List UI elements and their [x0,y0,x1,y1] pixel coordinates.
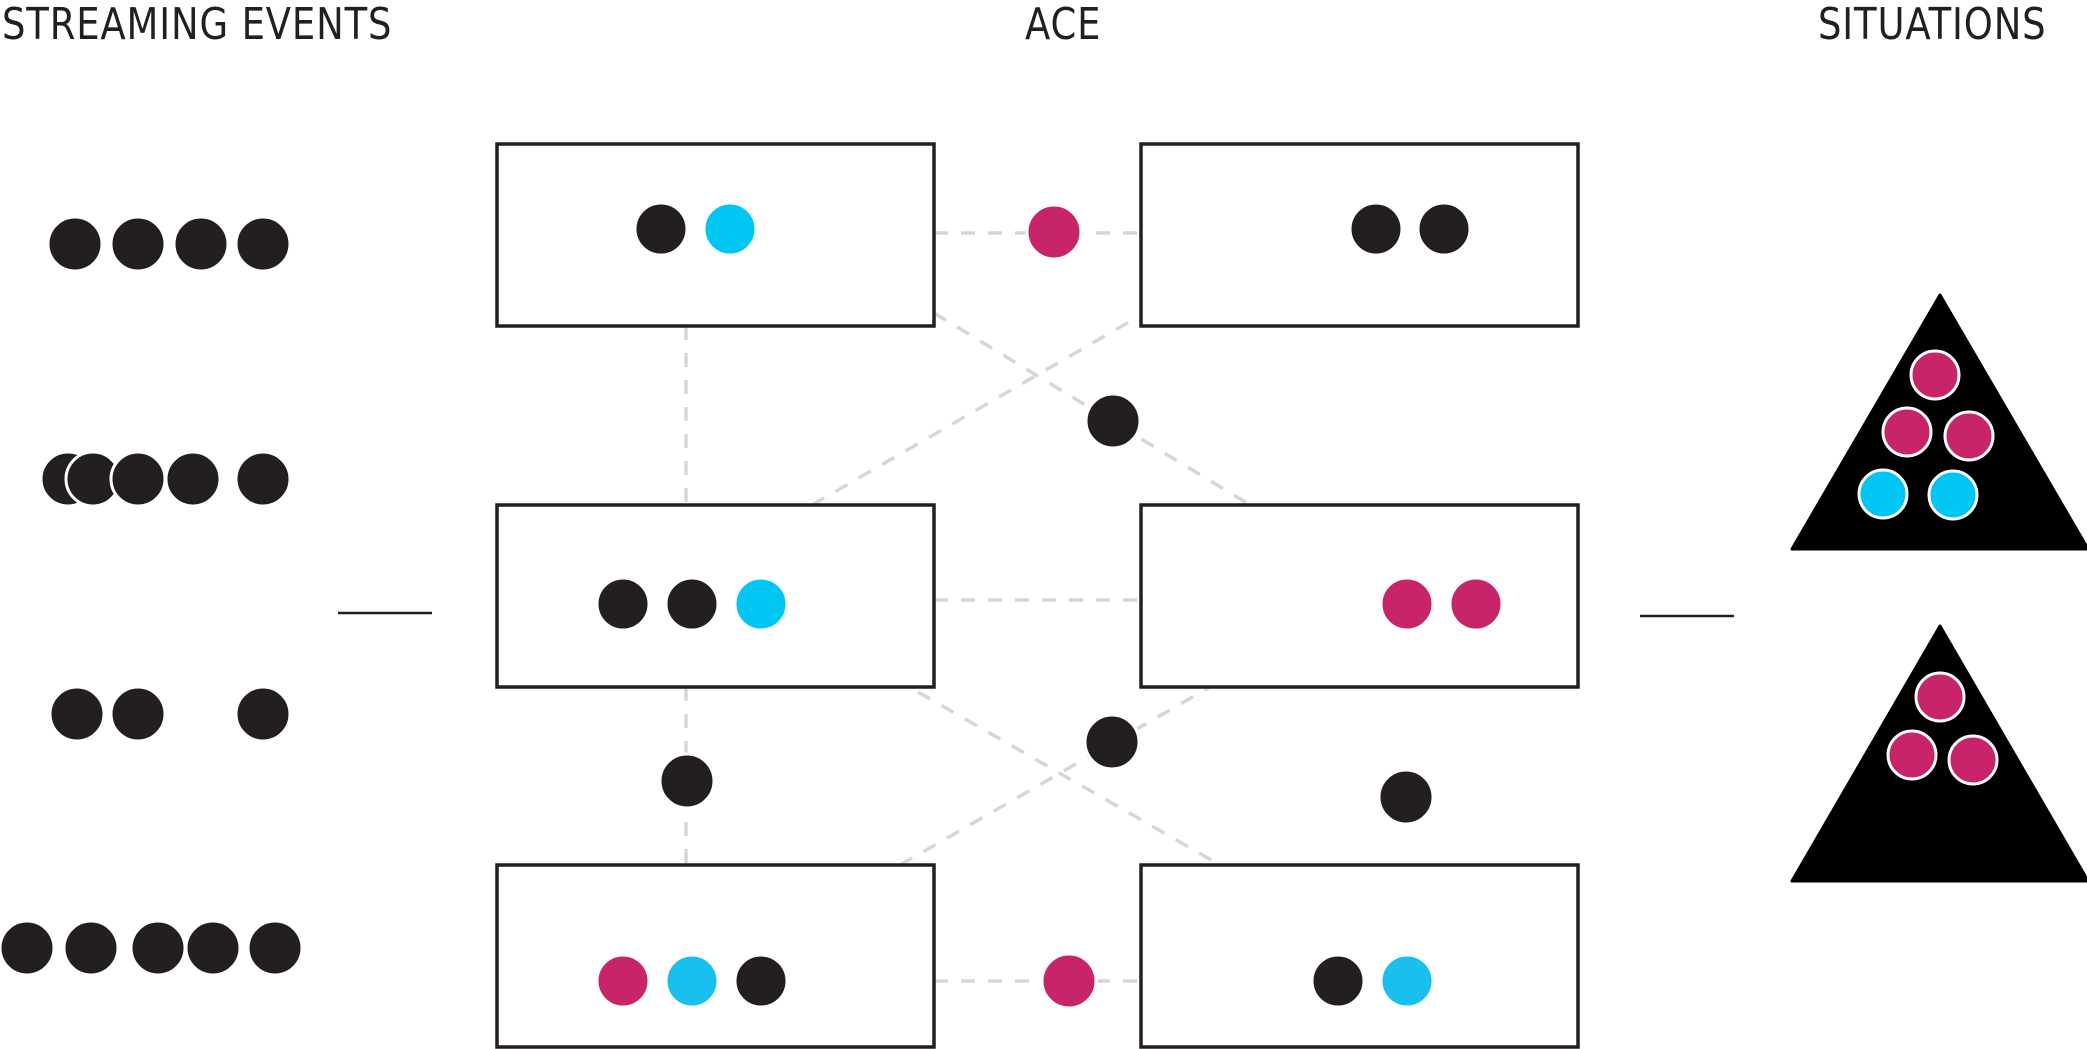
link-left-middle-to-right-bottom [917,690,1221,867]
stream-event-dot [109,450,167,508]
node-event-dot [702,201,758,257]
stream-event-dot [0,919,56,977]
link-event-dot [1084,392,1142,450]
ace-heading: ACE [1025,0,1102,50]
situation [1790,293,2087,551]
situation-triangle-icon [1790,624,2087,883]
stream-event-dot [109,685,167,743]
flow-arrows [338,611,1734,618]
streaming-events [0,215,304,977]
link-event-dot [1083,713,1141,771]
stream-event-dot [129,919,187,977]
stream-event-dot [246,919,304,977]
stream-event-dot [234,685,292,743]
node-event-dot [1448,576,1504,632]
link-left-top-to-right-middle [933,311,1251,507]
node-event-dot [733,953,789,1009]
ace-node-left-bottom [495,863,936,1049]
node-event-dot [595,576,651,632]
node-event-dot [1348,201,1404,257]
stream-event-dot [172,215,230,273]
stream-event-dot [234,450,292,508]
situation-event-dot [1947,734,1999,786]
stream-event-dot [48,685,106,743]
node-event-dot [1416,201,1472,257]
node-event-dot [664,953,720,1009]
situation-event-dot [1857,468,1909,520]
floating-event-dot [1377,768,1435,826]
situations [1790,293,2087,883]
stream-row [46,215,292,273]
stream-event-dot [184,919,242,977]
stream-event-dot [46,215,104,273]
situations-heading: SITUATIONS [1818,0,2047,50]
link-event-dot [658,752,716,810]
ace-node-right-bottom [1139,863,1580,1049]
stream-event-dot [234,215,292,273]
node-event-dot [595,953,651,1009]
stream-row [39,450,292,508]
node-event-dot [1379,576,1435,632]
ace-node-left-middle [495,503,936,689]
node-event-dot [633,201,689,257]
link-left-bottom-to-right-middle [899,685,1211,867]
stream-row [48,685,292,743]
ace-node-box [1139,503,1580,689]
node-event-dot [1310,953,1366,1009]
link-event-dot [1025,203,1083,261]
situation-event-dot [1914,671,1966,723]
link-left-middle-to-right-top [811,313,1142,507]
link-event-dot [1040,952,1098,1010]
stream-event-dot [164,450,222,508]
situation-event-dot [1881,406,1933,458]
situation [1790,624,2087,883]
ace-node-right-top [1139,142,1580,328]
node-event-dot [1379,953,1435,1009]
ace-node-right-middle [1139,503,1580,689]
ace-node-box [495,863,936,1049]
event-dots [658,203,1435,1010]
situation-event-dot [1886,729,1938,781]
stream-row [0,919,304,977]
situation-event-dot [1927,469,1979,521]
situation-event-dot [1909,349,1961,401]
node-event-dot [664,576,720,632]
streaming-events-heading: STREAMING EVENTS [2,0,393,50]
stream-event-dot [109,215,167,273]
ace-node-box [1139,863,1580,1049]
ace-nodes [495,142,1580,1049]
node-event-dot [733,576,789,632]
stream-event-dot [62,919,120,977]
ace-node-left-top [495,142,936,328]
situation-event-dot [1943,410,1995,462]
